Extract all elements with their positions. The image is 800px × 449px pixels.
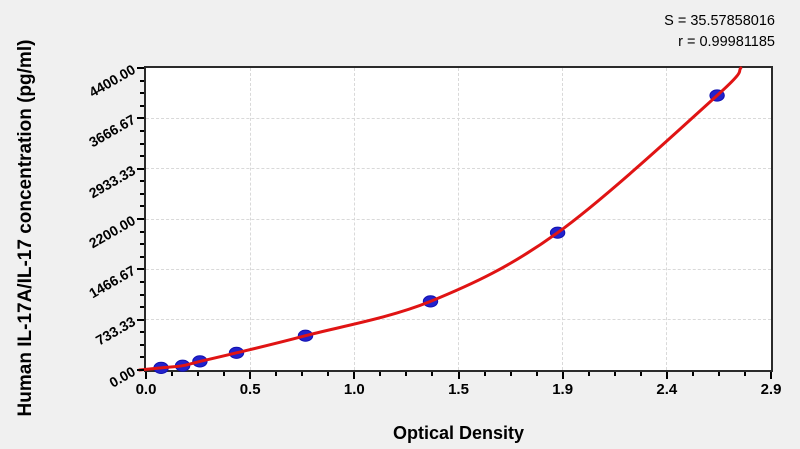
y-minor-tick: [140, 129, 144, 132]
gridline-horizontal: [146, 319, 771, 321]
y-minor-tick: [140, 92, 144, 95]
y-minor-tick: [140, 180, 144, 183]
x-minor-tick: [613, 372, 616, 376]
gridline-horizontal: [146, 268, 771, 270]
x-minor-tick: [691, 372, 694, 376]
x-minor-tick: [171, 372, 174, 376]
curve-and-points-layer: [138, 66, 743, 374]
x-minor-tick: [223, 372, 226, 376]
x-major-tick: [665, 372, 668, 379]
y-tick-label: 2200.00: [86, 212, 138, 252]
stat-r-value: r = 0.99981185: [678, 34, 775, 50]
y-tick-label: 733.33: [92, 312, 138, 348]
x-minor-tick: [509, 372, 512, 376]
x-minor-tick: [717, 372, 720, 376]
fit-curve-line: [138, 66, 743, 372]
y-major-tick: [137, 369, 144, 371]
x-major-tick: [353, 372, 356, 379]
stat-s-value: S = 35.57858016: [664, 13, 775, 29]
x-tick-label: 0.5: [239, 381, 261, 398]
x-minor-tick: [301, 372, 304, 376]
x-minor-tick: [535, 372, 538, 376]
y-minor-tick: [140, 255, 144, 258]
x-minor-tick: [275, 372, 278, 376]
x-major-tick: [249, 372, 252, 379]
y-minor-tick: [140, 205, 144, 208]
y-minor-tick: [140, 331, 144, 334]
y-minor-tick: [140, 79, 144, 82]
x-minor-tick: [743, 372, 746, 376]
y-tick-label: 1466.67: [86, 262, 138, 302]
x-minor-tick: [639, 372, 642, 376]
y-minor-tick: [140, 142, 144, 145]
y-minor-tick: [140, 356, 144, 359]
y-tick-label: 3666.67: [86, 111, 138, 151]
x-minor-tick: [379, 372, 382, 376]
y-axis-title: Human IL-17A/IL-17 concentration (pg/ml): [15, 39, 36, 417]
y-tick-label: 4400.00: [86, 61, 138, 101]
x-minor-tick: [405, 372, 408, 376]
x-minor-tick: [431, 372, 434, 376]
curve-fit-stats: S = 35.57858016 r = 0.99981185: [450, 11, 775, 53]
x-major-tick: [457, 372, 460, 379]
y-minor-tick: [140, 192, 144, 195]
x-tick-label: 1.5: [448, 381, 469, 398]
x-major-tick: [145, 372, 147, 379]
y-tick-label: 2933.33: [86, 161, 138, 201]
y-minor-tick: [140, 230, 144, 233]
y-major-tick: [137, 67, 144, 69]
x-minor-tick: [197, 372, 200, 376]
plot-area: [144, 66, 773, 372]
gridline-horizontal: [146, 218, 771, 220]
y-minor-tick: [140, 155, 144, 158]
x-minor-tick: [587, 372, 590, 376]
gridline-vertical: [666, 68, 668, 370]
y-minor-tick: [140, 280, 144, 283]
y-minor-tick: [140, 306, 144, 309]
x-major-tick: [561, 372, 564, 379]
x-major-tick: [770, 372, 772, 379]
y-major-tick: [137, 117, 144, 120]
y-major-tick: [137, 318, 144, 321]
y-minor-tick: [140, 243, 144, 246]
y-major-tick: [137, 167, 144, 170]
x-tick-label: 1.9: [552, 381, 574, 398]
x-minor-tick: [483, 372, 486, 376]
y-minor-tick: [140, 343, 144, 346]
y-minor-tick: [140, 104, 144, 107]
x-tick-label: 2.4: [656, 381, 678, 398]
y-minor-tick: [140, 293, 144, 296]
x-minor-tick: [327, 372, 330, 376]
y-major-tick: [137, 218, 144, 220]
x-tick-label: 1.0: [343, 381, 365, 398]
x-tick-label: 2.9: [760, 381, 782, 398]
y-major-tick: [137, 268, 144, 271]
gridline-vertical: [562, 68, 564, 370]
x-axis-title: Optical Density: [392, 423, 525, 443]
x-tick-label: 0.0: [135, 381, 157, 398]
